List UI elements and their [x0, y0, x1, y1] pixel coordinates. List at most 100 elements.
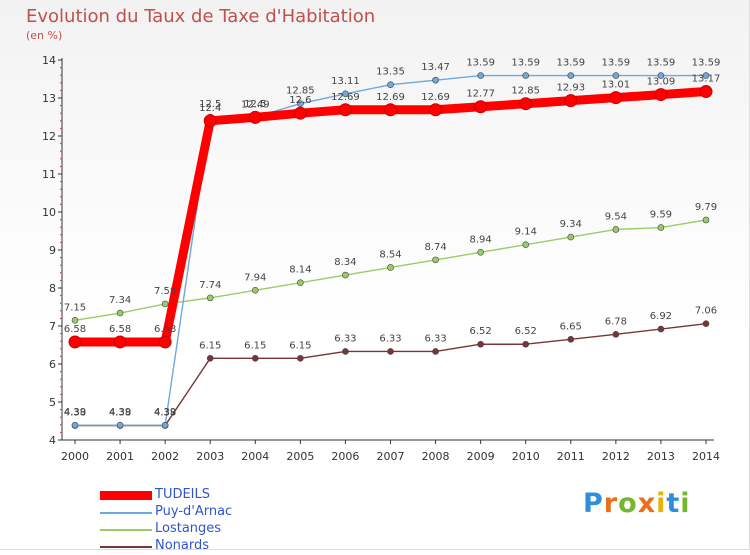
logo-letter: i [656, 488, 667, 519]
data-label: 12.6 [289, 95, 311, 106]
x-tick-label: 2014 [692, 450, 720, 463]
data-label: 12.49 [241, 99, 270, 110]
data-label: 13.35 [376, 67, 405, 78]
data-point [567, 335, 575, 343]
data-label: 13.59 [511, 58, 540, 69]
data-label: 13.59 [647, 58, 676, 69]
data-label: 13.47 [421, 62, 450, 73]
data-label: 6.15 [199, 340, 221, 351]
data-point [203, 114, 217, 128]
data-point [113, 335, 127, 349]
data-point [293, 106, 307, 120]
y-tick-label: 4 [49, 434, 56, 447]
data-label: 4.38 [154, 408, 176, 419]
data-point [68, 335, 82, 349]
data-label: 12.5 [244, 99, 266, 110]
data-point [522, 241, 530, 248]
y-tick-label: 7 [49, 320, 56, 333]
y-tick-label: 12 [42, 130, 56, 143]
data-label: 6.65 [560, 321, 582, 332]
y-tick-label: 9 [49, 244, 56, 257]
data-label: 6.58 [64, 324, 86, 335]
logo-letter: t [666, 488, 681, 519]
x-tick-label: 2011 [557, 450, 585, 463]
data-point [612, 331, 620, 338]
data-label: 12.85 [286, 86, 315, 97]
data-point [522, 72, 530, 79]
data-label: 9.54 [605, 211, 627, 222]
data-label: 9.14 [515, 227, 537, 238]
logo-letter: o [618, 488, 638, 519]
x-tick-label: 2003 [196, 450, 224, 463]
legend-label-tudeils: TUDEILS [155, 487, 211, 502]
data-point [702, 216, 710, 224]
chart-unit-label: (en %) [26, 29, 63, 42]
legend-swatch-puy-d-arnac [100, 512, 152, 514]
logo-letter: P [583, 488, 604, 519]
data-label: 12.69 [421, 92, 450, 103]
data-point [702, 72, 710, 79]
y-tick-label: 11 [42, 168, 56, 181]
data-label: 6.52 [470, 326, 492, 337]
data-label: 13.17 [692, 74, 721, 85]
data-point [657, 224, 665, 231]
logo-letter: i [680, 488, 691, 519]
data-point [612, 226, 620, 233]
data-point [477, 248, 484, 256]
data-label: 8.14 [289, 265, 311, 276]
x-tick-label: 2007 [377, 450, 405, 463]
data-point [519, 97, 533, 111]
data-label: 6.92 [650, 311, 672, 322]
proxiti-logo: Proxiti [583, 488, 691, 519]
data-point [477, 72, 484, 79]
data-point [251, 286, 259, 294]
data-label: 9.34 [560, 219, 582, 230]
y-tick-label: 5 [49, 396, 56, 409]
x-tick-label: 2006 [331, 450, 359, 463]
data-point [474, 100, 488, 114]
data-label: 4.39 [109, 407, 131, 418]
data-point [248, 110, 262, 124]
x-tick-label: 2009 [467, 450, 495, 463]
data-label: 6.33 [334, 333, 356, 344]
data-label: 4.38 [109, 408, 131, 419]
data-point [612, 72, 620, 79]
data-label: 6.58 [109, 324, 131, 335]
data-label: 7.34 [109, 295, 131, 306]
data-point [387, 348, 394, 355]
data-label: 13.59 [692, 58, 721, 69]
data-label: 6.58 [154, 324, 176, 335]
data-label: 7.94 [244, 272, 266, 283]
data-point [116, 421, 124, 429]
data-point [297, 354, 304, 362]
data-label: 4.39 [64, 407, 86, 418]
data-label: 12.69 [331, 92, 360, 103]
x-tick-label: 2005 [286, 450, 314, 463]
data-point [342, 348, 349, 355]
data-label: 7.58 [154, 286, 176, 297]
data-label: 8.34 [334, 257, 356, 268]
data-point [432, 256, 439, 264]
data-label: 7.06 [695, 306, 717, 317]
data-point [158, 335, 172, 349]
data-point [71, 421, 79, 429]
data-point [702, 320, 710, 328]
data-point [338, 103, 352, 117]
data-label: 4.38 [64, 408, 86, 419]
y-tick-label: 13 [42, 92, 56, 105]
data-point [206, 354, 214, 362]
data-label: 8.74 [424, 242, 446, 253]
data-point [477, 340, 484, 348]
data-point [657, 72, 665, 79]
data-point [251, 354, 259, 362]
data-label: 12.69 [376, 92, 405, 103]
data-point [387, 264, 394, 271]
data-label: 12.85 [511, 86, 540, 97]
legend-swatch-tudeils [100, 491, 152, 500]
data-point [161, 300, 169, 308]
data-point [699, 85, 713, 99]
data-label: 12.4 [199, 103, 221, 114]
data-label: 13.59 [466, 58, 495, 69]
